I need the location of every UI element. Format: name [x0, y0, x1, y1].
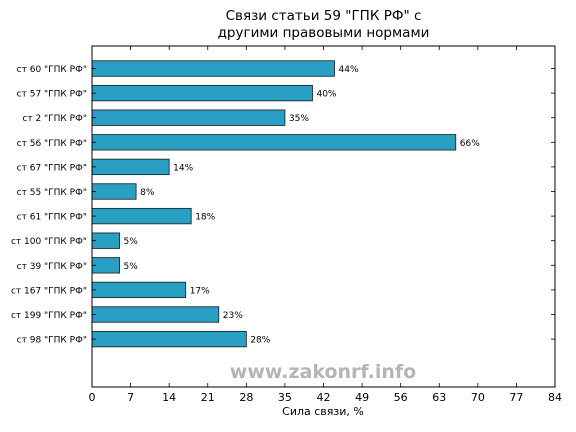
bar-value-label: 5%	[124, 262, 139, 272]
x-tick-label: 56	[394, 391, 408, 404]
bar-value-label: 17%	[190, 286, 210, 296]
bar-value-label: 18%	[195, 213, 215, 223]
category-tick-label: ст 60 "ГПК РФ"	[17, 65, 87, 75]
bar-value-label: 66%	[460, 139, 480, 149]
x-tick-label: 42	[317, 391, 331, 404]
category-tick-label: ст 56 "ГПК РФ"	[17, 139, 87, 149]
category-tick-label: ст 98 "ГПК РФ"	[17, 336, 87, 346]
bar	[91, 84, 313, 102]
bar	[91, 183, 137, 200]
x-tick-label: 84	[548, 391, 562, 404]
x-tick-label: 0	[89, 391, 96, 404]
x-axis-label: Сила связи, %	[282, 405, 364, 418]
x-tick-label: 49	[355, 391, 369, 404]
category-tick-label: ст 57 "ГПК РФ"	[17, 90, 87, 100]
bar-value-label: 35%	[289, 114, 309, 124]
x-tick-label: 70	[471, 391, 485, 404]
x-tick-label: 77	[509, 391, 523, 404]
x-tick-label: 14	[162, 391, 176, 404]
bar	[91, 60, 335, 77]
x-tick-label: 7	[127, 391, 134, 404]
category-tick-label: ст 199 "ГПК РФ"	[11, 311, 87, 321]
x-tick-label: 21	[201, 391, 215, 404]
plot-frame	[91, 45, 556, 388]
bar	[91, 306, 220, 323]
watermark-text: www.zakonrf.info	[230, 361, 416, 383]
bar	[91, 158, 170, 176]
category-tick-label: ст 100 "ГПК РФ"	[11, 237, 87, 247]
category-tick-label: ст 61 "ГПК РФ"	[17, 213, 87, 223]
bar-value-label: 8%	[140, 188, 155, 198]
bar	[91, 232, 120, 249]
bar-value-label: 23%	[223, 311, 243, 321]
chart-title-line-1: Связи статьи 59 "ГПК РФ" с	[225, 8, 422, 24]
bar	[91, 281, 187, 299]
bar	[91, 257, 120, 274]
bar-value-label: 28%	[250, 336, 270, 346]
category-tick-label: ст 55 "ГПК РФ"	[17, 188, 87, 198]
x-tick-label: 63	[432, 391, 446, 404]
bar-value-label: 14%	[173, 163, 193, 173]
bar-value-label: 40%	[316, 90, 336, 100]
bar	[91, 134, 457, 151]
bar-value-label: 44%	[339, 65, 359, 75]
x-tick-label: 35	[278, 391, 292, 404]
x-tick-label: 28	[239, 391, 253, 404]
bar	[91, 207, 192, 225]
category-tick-label: ст 39 "ГПК РФ"	[17, 262, 87, 272]
bar-value-label: 5%	[124, 237, 139, 247]
category-tick-label: ст 67 "ГПК РФ"	[17, 163, 87, 173]
category-tick-label: ст 167 "ГПК РФ"	[11, 286, 87, 296]
bar	[91, 330, 247, 348]
bar	[91, 109, 286, 126]
category-tick-label: ст 2 "ГПК РФ"	[22, 114, 87, 124]
chart-title-line-2: другими правовыми нормами	[217, 25, 430, 41]
